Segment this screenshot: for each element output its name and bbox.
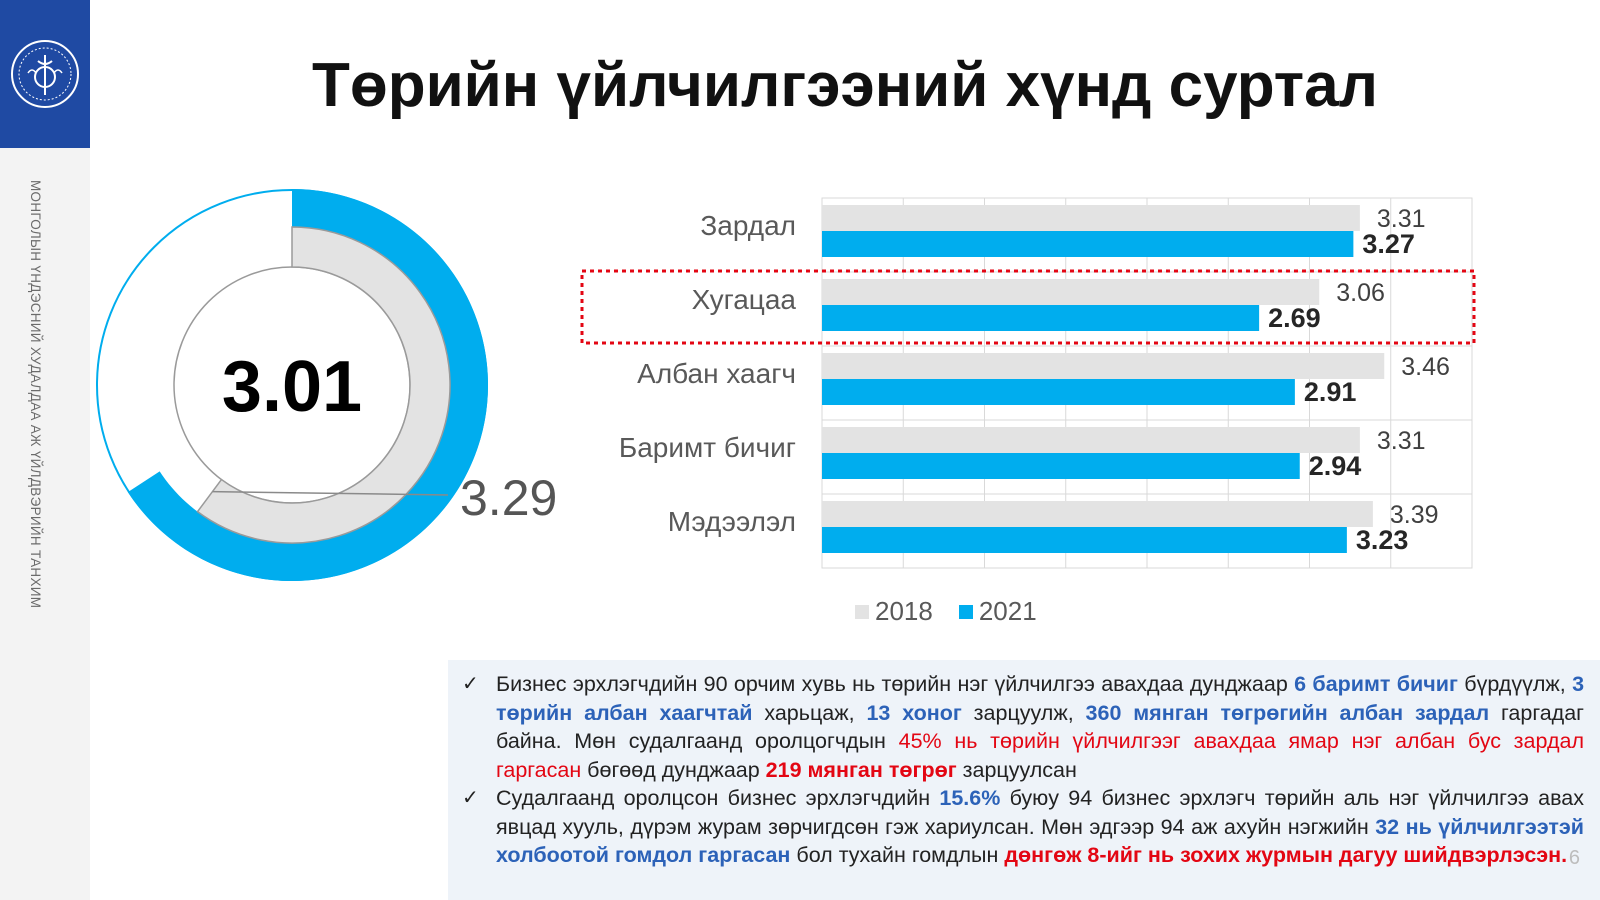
bar-2018 xyxy=(822,501,1373,527)
bar-2021 xyxy=(822,453,1300,479)
donut-segment-3-01 xyxy=(196,226,451,544)
note-segment: буюу 94 бизнес эрхлэгч төрийн аль нэг үй… xyxy=(496,786,1584,839)
bar-2018 xyxy=(822,279,1320,305)
data-label-2021: 3.27 xyxy=(1362,229,1415,259)
highlight-box xyxy=(580,269,1476,345)
page-number: 6 xyxy=(1568,847,1580,869)
note-text: Бизнес эрхлэгчдийн 90 орчим хувь нь төри… xyxy=(496,670,1584,784)
logo xyxy=(0,0,90,148)
category-label: Албан хаагч xyxy=(637,358,796,389)
data-label-2018: 3.46 xyxy=(1401,353,1450,381)
data-label-2018: 3.39 xyxy=(1390,501,1439,529)
note-highlight: 3 төрийн албан хаагчтай xyxy=(496,672,1585,725)
note-segment: Судалгаанд оролцсон бизнес эрхлэгчдийн xyxy=(496,786,940,810)
legend-label-2018: 2018 xyxy=(875,596,933,626)
notes-box: ✓ Бизнес эрхлэгчдийн 90 орчим хувь нь тө… xyxy=(448,660,1600,900)
sidebar: МОНГОЛЫН ҮНДЭСНИЙ ХУДАЛДАА АЖ ҮЙЛДВЭРИЙН… xyxy=(0,0,90,900)
note-segment: бол тухайн гомдлын xyxy=(790,843,1005,867)
check-icon: ✓ xyxy=(462,673,479,695)
data-label-2021: 2.91 xyxy=(1304,377,1357,407)
category-label: Баримт бичиг xyxy=(619,432,796,463)
data-label-2018: 3.31 xyxy=(1377,205,1426,233)
check-icon: ✓ xyxy=(462,787,479,809)
legend-swatch-2021 xyxy=(958,604,973,619)
bar-2021 xyxy=(822,379,1295,405)
donut-center-value: 3.01 xyxy=(222,347,362,427)
bar-2021 xyxy=(822,527,1347,553)
category-label: Хугацаа xyxy=(692,284,797,315)
data-label-2018: 3.31 xyxy=(1377,427,1426,455)
note-segment: гаргадаг байна. Мөн судалгаанд оролцогчд… xyxy=(496,700,1584,754)
note-highlight: 15.6% xyxy=(939,786,1001,810)
bar-2018 xyxy=(822,205,1360,231)
note-highlight: 6 баримт бичиг xyxy=(1294,672,1458,696)
donut-outer-value: 3.29 xyxy=(460,470,557,526)
note-warning: дөнгөж 8-ийг нь зохих журмын дагуу шийдв… xyxy=(1004,843,1568,867)
legend-item-2018: 2018 xyxy=(855,596,933,627)
category-label: Мэдээлэл xyxy=(668,506,796,537)
note-text: Судалгаанд оролцсон бизнес эрхлэгчдийн 1… xyxy=(496,784,1584,870)
note-highlight: 13 хоног xyxy=(866,700,962,725)
data-label-2021: 2.69 xyxy=(1268,303,1321,333)
note-highlight: 360 мянган төгрөгийн албан зардал xyxy=(1085,700,1490,725)
bar-2021 xyxy=(822,305,1260,331)
bar-2021 xyxy=(822,231,1354,257)
legend-label-2021: 2021 xyxy=(978,596,1037,626)
note-segment: бөгөөд дунджаар xyxy=(581,757,766,782)
note-segment: Бизнес эрхлэгчдийн 90 орчим хувь нь төри… xyxy=(496,672,1295,696)
page-title: Төрийн үйлчилгээний хүнд суртал xyxy=(311,51,1379,120)
note-item: ✓ Судалгаанд оролцсон бизнес эрхлэгчдийн… xyxy=(462,784,1584,870)
donut-leader-line xyxy=(212,490,449,496)
note-segment: бүрдүүлж, xyxy=(1457,672,1573,696)
organization-name: МОНГОЛЫН ҮНДЭСНИЙ ХУДАЛДАА АЖ ҮЙЛДВЭРИЙН… xyxy=(28,180,43,609)
note-warning: 219 мянган төгрөг xyxy=(765,757,957,782)
note-highlight: 32 нь үйлчилгээтэй холбоотой гомдол гарг… xyxy=(496,814,1584,868)
category-label: Зардал xyxy=(700,210,796,241)
donut-chart: 3.01 3.29 xyxy=(96,189,557,581)
legend-item-2021: 2021 xyxy=(958,596,1037,627)
chart-legend: 2018 2021 xyxy=(855,596,1037,627)
data-label-2018: 3.06 xyxy=(1336,279,1385,307)
data-label-2021: 2.94 xyxy=(1309,451,1362,481)
note-segment: зарцуулж, xyxy=(961,700,1086,725)
data-label-2021: 3.23 xyxy=(1356,525,1409,555)
chamber-emblem-icon xyxy=(11,40,79,108)
legend-swatch-2018 xyxy=(855,604,869,619)
bar-2018 xyxy=(822,427,1360,453)
bar-2018 xyxy=(822,353,1385,379)
note-segment: харьцаж, xyxy=(752,700,867,725)
note-segment: зарцуулсан xyxy=(956,757,1077,782)
note-item: ✓ Бизнес эрхлэгчдийн 90 орчим хувь нь тө… xyxy=(462,670,1584,784)
note-warning: 45% нь төрийн үйлчилгээг авахдаа ямар нэ… xyxy=(496,729,1584,782)
